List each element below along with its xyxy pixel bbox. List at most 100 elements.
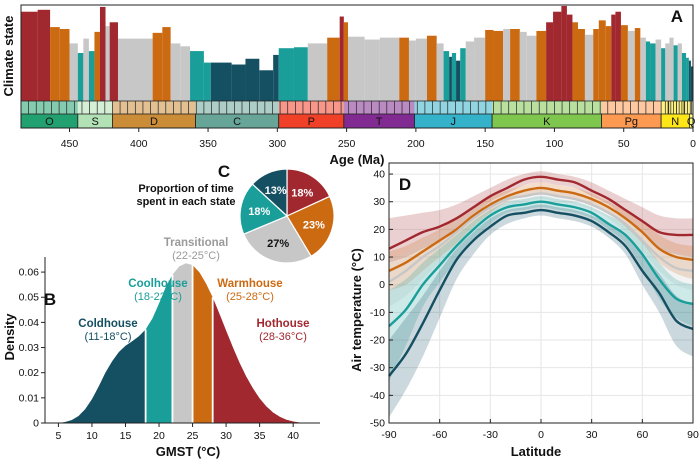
panel-a-climate-state-bars: O S D C P T J K Pg N Q 450 400 350 300 250 200 150 100 50 0…: [1, 4, 696, 167]
period-label: Q: [687, 116, 696, 128]
panel-b-gmst-density: 5 10 15 20 25 30 35 40 0 0.01 0.02 0.03 0.04 0.05 0.06…: [2, 237, 320, 459]
state-bar: [105, 26, 110, 101]
state-bar: [526, 35, 537, 101]
state-range-label: (25-28°C): [226, 291, 274, 303]
y-tick-label: 0.02: [19, 367, 40, 379]
state-bar: [273, 54, 279, 101]
state-range-label: (11-18°C): [85, 331, 132, 343]
y-tick-label: 0: [33, 418, 39, 430]
x-tick-label: 30: [586, 429, 598, 441]
x-tick-label: 15: [120, 430, 132, 442]
state-bar: [190, 51, 204, 101]
state-bar: [50, 27, 60, 101]
state-bar: [307, 43, 328, 101]
uncertainty-band: [389, 204, 693, 418]
state-bar: [605, 26, 612, 101]
x-tick-label: 0: [538, 429, 544, 441]
panel-d-axes: -90 -60 -30 0 30 60 90 -50 -40 -30 -20 -10 0 10 20 30 40: [370, 162, 699, 441]
period-label: S: [91, 116, 98, 128]
period-label: C: [233, 116, 241, 128]
x-tick-label: 0: [690, 138, 696, 150]
panel-b-letter: B: [44, 290, 56, 309]
geologic-stage-ticks: [20, 100, 693, 114]
x-tick-label: 90: [687, 429, 699, 441]
x-tick-label: -90: [381, 429, 396, 441]
pie-slice: [286, 168, 331, 217]
y-tick-label: 20: [373, 224, 385, 236]
state-bar: [327, 37, 340, 101]
panel-a-letter: A: [671, 7, 683, 26]
temperature-line: [388, 200, 694, 328]
state-bar: [415, 38, 427, 101]
y-tick-label: -20: [370, 335, 385, 347]
period-label: N: [671, 116, 679, 128]
state-bar: [503, 29, 511, 101]
state-bar: [627, 30, 635, 102]
stage-band: [77, 101, 113, 114]
temperature-line: [388, 186, 694, 272]
x-tick-label: 100: [546, 138, 564, 150]
pie-title: Proportion of time spent in each state: [136, 183, 235, 208]
state-name-label: Hothouse: [256, 318, 309, 330]
density-area: [172, 263, 193, 423]
y-tick-label: 0.01: [19, 392, 40, 404]
state-range-label: (28-36°C): [259, 331, 307, 343]
x-tick-label: 200: [407, 138, 425, 150]
period-label: T: [376, 116, 383, 128]
y-tick-label: 30: [373, 196, 385, 208]
x-tick-label: 30: [220, 430, 232, 442]
state-bar: [245, 58, 260, 101]
panel-d-xlabel: Latitude: [511, 444, 562, 459]
state-bar: [170, 43, 181, 101]
x-tick-label: 400: [130, 138, 148, 150]
y-tick-label: 0.06: [19, 267, 40, 279]
pie-slice: [239, 183, 289, 235]
x-tick-label: 20: [153, 430, 165, 442]
y-tick-label: 10: [373, 252, 385, 264]
state-bar: [665, 43, 670, 101]
state-bar: [399, 37, 409, 101]
state-bar: [561, 5, 567, 102]
period-label: J: [451, 116, 457, 128]
period-label: P: [308, 116, 315, 128]
panel-c-letter: C: [218, 162, 230, 181]
state-bar: [688, 60, 691, 101]
period-label: D: [150, 116, 158, 128]
state-bar: [109, 22, 118, 102]
panel-d-letter: D: [399, 175, 411, 194]
pie-slice-label: 27%: [267, 238, 289, 250]
state-bar: [566, 14, 573, 102]
state-bar: [259, 70, 274, 101]
uncertainty-band: [389, 182, 693, 291]
state-bar: [426, 35, 437, 101]
state-bar: [88, 51, 95, 101]
x-tick-label: -30: [483, 429, 498, 441]
state-bar: [611, 14, 616, 102]
geologic-period-band: O S D C P T J K Pg N Q: [20, 113, 696, 129]
pie-slice: [286, 195, 335, 258]
state-bar: [634, 28, 641, 101]
x-tick-label: 5: [55, 430, 61, 442]
x-tick-label: -60: [432, 429, 447, 441]
state-bar: [203, 62, 211, 101]
state-bar: [436, 43, 444, 101]
density-area: [212, 297, 307, 423]
state-bar: [661, 48, 666, 101]
stage-band: [195, 101, 279, 114]
state-bar: [278, 48, 294, 101]
state-bar: [69, 43, 78, 101]
x-tick-label: 250: [338, 138, 356, 150]
state-bar: [379, 37, 400, 101]
panel-a-xlabel: Age (Ma): [330, 152, 385, 167]
state-bar: [465, 41, 475, 101]
period-label: Pg: [625, 116, 638, 128]
pie-slice-label: 13%: [265, 185, 287, 197]
stage-band: [601, 101, 662, 114]
y-tick-label: 40: [373, 169, 385, 181]
y-tick-label: -10: [370, 307, 385, 319]
state-bar: [443, 51, 450, 101]
state-bar: [510, 29, 520, 101]
x-tick-label: 10: [86, 430, 98, 442]
state-bar: [364, 39, 380, 101]
state-bar: [180, 46, 191, 101]
